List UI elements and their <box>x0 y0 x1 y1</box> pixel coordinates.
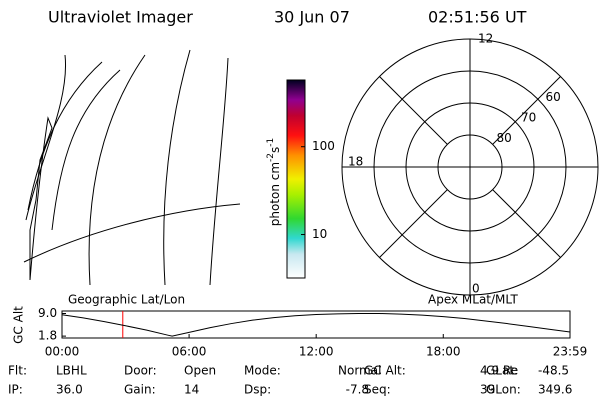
field-value: -48.5 <box>538 364 569 378</box>
field-label: GLon: <box>486 383 521 397</box>
field-label: Door: <box>124 364 157 378</box>
plot-frame <box>61 310 571 339</box>
x-tick-label: 18:00 <box>426 345 461 359</box>
field-value: 39 <box>480 383 495 397</box>
title: Ultraviolet Imager <box>48 8 193 27</box>
panel-label: Apex MLat/MLT <box>428 293 518 307</box>
x-tick-label: 23:59 <box>553 345 588 359</box>
field-label: Seq: <box>364 383 391 397</box>
field-value: LBHL <box>56 364 87 378</box>
field-value: 14 <box>184 383 199 397</box>
field-label: GC Alt: <box>364 364 406 378</box>
tick-label: 10 <box>312 227 327 241</box>
field-label: Mode: <box>244 364 281 378</box>
field-label: Dsp: <box>244 383 271 397</box>
field-value: -7.8 <box>338 383 369 397</box>
lat-label: 70 <box>521 110 536 124</box>
field-label: GLat: <box>486 364 518 378</box>
lat-label: 60 <box>546 90 561 104</box>
date: 30 Jun 07 <box>274 8 350 27</box>
altitude-line <box>61 313 571 337</box>
field-value: Open <box>184 364 216 378</box>
colorbar <box>286 79 306 279</box>
panel-label: Geographic Lat/Lon <box>68 293 185 307</box>
mlt-label: 18 <box>348 155 363 169</box>
tick-label: 100 <box>312 139 335 153</box>
colorbar-label: photon cm-2s-1 <box>266 138 282 227</box>
map <box>23 49 241 286</box>
field-value: 349.6 <box>538 383 572 397</box>
field-label: Flt: <box>8 364 27 378</box>
x-tick-label: 12:00 <box>299 345 334 359</box>
field-label: Gain: <box>124 383 156 397</box>
time: 02:51:56 UT <box>428 8 527 27</box>
x-tick-label: 00:00 <box>45 345 80 359</box>
mlt-label: 0 <box>472 282 480 296</box>
spoke <box>379 76 448 145</box>
y-tick-label: 9.0 <box>38 306 57 320</box>
y-label: GC Alt <box>12 306 26 344</box>
spoke <box>492 76 561 145</box>
field-value: Normal <box>338 364 381 378</box>
spoke <box>492 189 561 258</box>
field-label: IP: <box>8 383 23 397</box>
spoke <box>379 189 448 258</box>
y-tick-label: 1.8 <box>38 329 57 343</box>
field-value: 4.9 Re <box>480 364 518 378</box>
x-tick-label: 06:00 <box>172 345 207 359</box>
field-value: 36.0 <box>56 383 83 397</box>
lat-label: 80 <box>497 131 512 145</box>
mlt-label: 12 <box>478 32 493 46</box>
